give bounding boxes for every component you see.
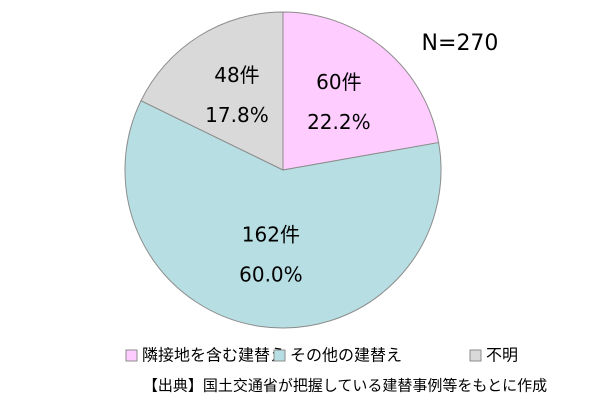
legend-swatch — [469, 349, 482, 362]
annotation: N=270 — [422, 31, 499, 56]
slice-percent-label: 22.2% — [307, 110, 371, 134]
legend-label: 不明 — [486, 346, 518, 365]
slice-percent-label: 17.8% — [205, 103, 269, 127]
legend-swatch — [125, 349, 138, 362]
pie-slice — [124, 100, 442, 329]
slice-count-label: 48件 — [214, 63, 259, 87]
slice-count-label: 162件 — [242, 223, 300, 247]
legend-swatch — [273, 349, 286, 362]
source-note: 【出典】国土交通省が把握している建替事例等をもとに作成 — [143, 377, 547, 395]
pie-slice — [282, 11, 440, 171]
legend-label: その他の建替え — [290, 346, 402, 365]
slice-count-label: 60件 — [316, 70, 361, 94]
slice-percent-label: 60.0% — [239, 263, 303, 287]
pie-slice — [140, 11, 284, 171]
legend-label: 隣接地を含む建替え — [142, 346, 286, 365]
